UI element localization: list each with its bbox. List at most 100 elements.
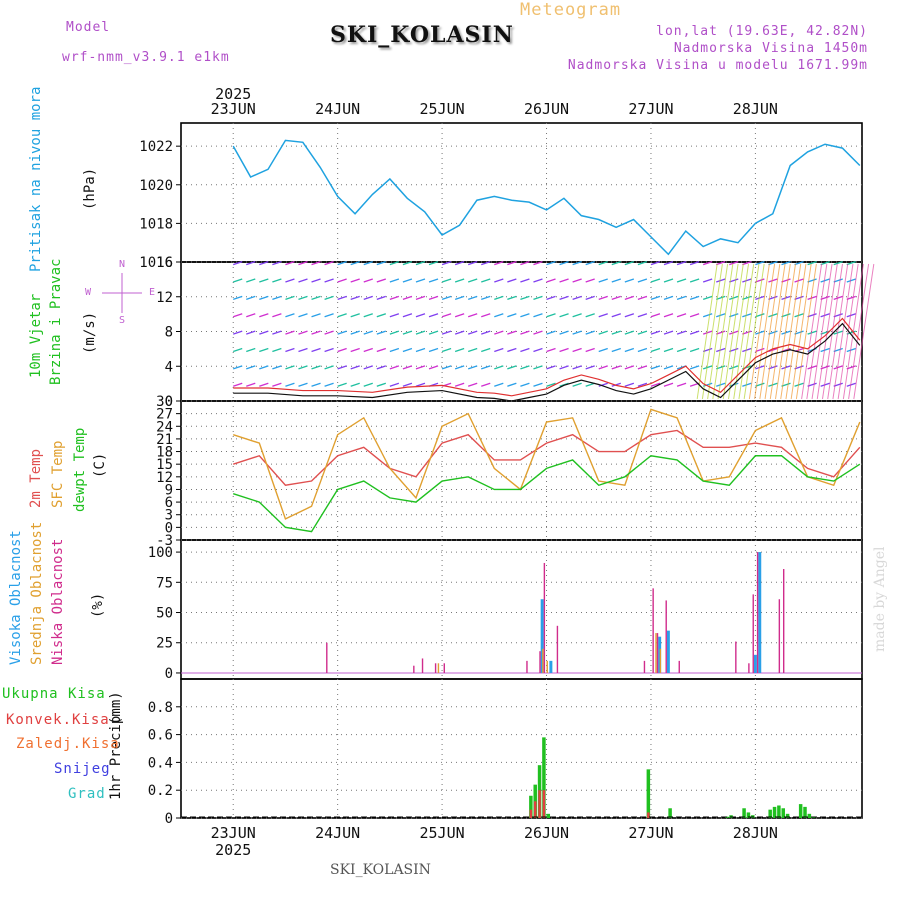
wind-barb bbox=[467, 260, 478, 266]
cloud-bar bbox=[539, 651, 541, 673]
wind-barb bbox=[689, 347, 700, 353]
wind-hatch bbox=[764, 263, 786, 400]
wind-barb bbox=[559, 278, 569, 283]
wind-barb bbox=[298, 330, 308, 335]
wind-barb bbox=[650, 330, 661, 335]
wind-barb bbox=[637, 313, 648, 318]
wind-barb bbox=[663, 330, 674, 335]
wind-barb bbox=[311, 347, 321, 353]
cloud-bar bbox=[678, 660, 680, 673]
wind-barb bbox=[650, 295, 661, 301]
temperature-tick-label: 30 bbox=[156, 394, 173, 410]
wind-barb bbox=[546, 278, 556, 283]
wind-barb bbox=[441, 313, 452, 318]
wind-barb bbox=[298, 278, 308, 283]
wind-barb bbox=[507, 330, 517, 335]
legend-hail: Grad bbox=[68, 786, 106, 802]
wind-barb bbox=[454, 295, 465, 301]
cloud-bar bbox=[443, 663, 445, 673]
wind-hatch bbox=[701, 263, 723, 400]
wind-barb bbox=[259, 260, 269, 266]
wind-barb bbox=[259, 313, 269, 318]
wind-barb bbox=[298, 260, 308, 266]
wind-barb bbox=[272, 260, 282, 266]
wind-barb bbox=[415, 278, 426, 283]
wind-barb bbox=[572, 278, 582, 283]
wind-barb bbox=[481, 278, 491, 283]
wind-barb bbox=[285, 347, 295, 353]
cloud-bar bbox=[543, 562, 546, 673]
wind-barb bbox=[415, 313, 426, 318]
wind-barb bbox=[272, 365, 282, 370]
wind-barb bbox=[585, 278, 595, 283]
wind-barb bbox=[716, 313, 726, 318]
cloud-bar bbox=[542, 648, 544, 673]
wind-barb bbox=[533, 365, 543, 370]
wind-barb bbox=[520, 347, 530, 353]
wind-barb bbox=[781, 330, 791, 335]
wind-barb bbox=[546, 347, 556, 353]
wind-barb bbox=[246, 260, 256, 266]
wind-barb bbox=[637, 365, 648, 370]
wind-barb bbox=[624, 260, 635, 266]
wind-barb bbox=[559, 347, 569, 353]
wind-hatch bbox=[717, 263, 739, 400]
wind-barb bbox=[611, 382, 622, 387]
wind-barb bbox=[794, 278, 804, 283]
wind-barb bbox=[507, 295, 517, 301]
wind-barb bbox=[259, 295, 269, 301]
wind-barb bbox=[598, 260, 608, 266]
wind-barb bbox=[363, 260, 373, 266]
model-name: wrf-nmm_v3.9.1 e1km bbox=[62, 50, 230, 65]
top-date-label: 24JUN bbox=[315, 100, 360, 118]
wind-tick-label: 16 bbox=[156, 255, 173, 271]
precip-tick-label: 0.2 bbox=[148, 783, 173, 799]
cloud-bar bbox=[748, 663, 750, 673]
wind-barb bbox=[820, 347, 830, 353]
wind-hatch bbox=[759, 263, 781, 400]
wind-barb bbox=[676, 382, 687, 387]
wind-barb bbox=[546, 382, 556, 387]
temperature-tick-label: 9 bbox=[165, 482, 173, 498]
legend-freezing-rain: Zaledj.Kisa bbox=[16, 736, 120, 752]
cloud-tick-label: 50 bbox=[156, 606, 173, 622]
temp-series-2 bbox=[233, 455, 861, 533]
wind-barb bbox=[846, 347, 856, 353]
wind-barb bbox=[755, 295, 765, 301]
wind-barb bbox=[467, 347, 478, 353]
wind-tick-label: 8 bbox=[165, 325, 173, 341]
wind-barb bbox=[494, 313, 504, 318]
precip-bar bbox=[781, 808, 785, 818]
wind-barb bbox=[702, 295, 713, 301]
wind-barb bbox=[689, 278, 700, 283]
wind-barb bbox=[311, 260, 321, 266]
wind-barb bbox=[585, 260, 595, 266]
wind-barb bbox=[324, 365, 334, 370]
wind-barb bbox=[729, 330, 739, 335]
wind-hatch bbox=[821, 263, 843, 400]
wind-barb bbox=[820, 260, 830, 266]
wind-barb bbox=[298, 382, 308, 387]
wind-barb bbox=[232, 365, 243, 370]
wind-barb bbox=[232, 260, 243, 266]
compass-n: N bbox=[119, 259, 125, 270]
wind-barb bbox=[232, 347, 243, 353]
cloud-bar bbox=[735, 641, 737, 673]
precip-bar bbox=[777, 805, 781, 818]
wind-barb bbox=[285, 278, 295, 283]
wind-barb bbox=[494, 260, 504, 266]
wind-barb bbox=[350, 365, 360, 370]
wind-barb bbox=[807, 260, 817, 266]
wind-barb bbox=[350, 295, 360, 301]
wind-gust-line bbox=[233, 317, 861, 397]
cloud-bar bbox=[752, 594, 754, 673]
wind-barb bbox=[415, 365, 426, 370]
wind-barb bbox=[585, 295, 595, 301]
wind-barb bbox=[363, 313, 373, 318]
wind-barb bbox=[324, 295, 334, 301]
wind-barb bbox=[324, 260, 334, 266]
bottom-date-label: 24JUN bbox=[315, 824, 360, 842]
wind-barb bbox=[285, 365, 295, 370]
wind-barb bbox=[663, 382, 674, 387]
temperature-tick-label: 12 bbox=[156, 470, 173, 486]
